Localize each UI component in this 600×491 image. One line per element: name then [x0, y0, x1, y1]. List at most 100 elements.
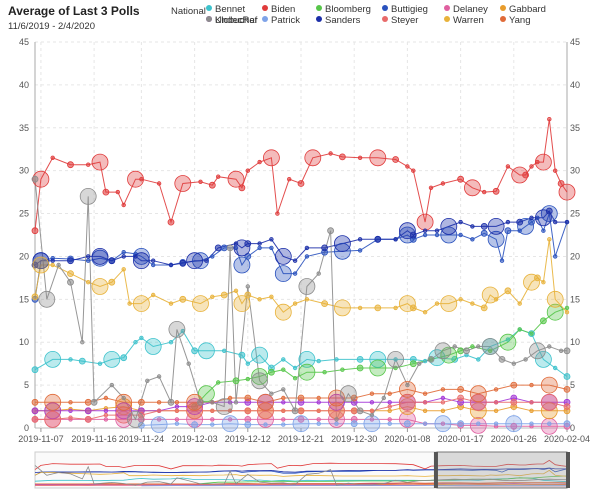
data-point-buttigieg[interactable]: [121, 249, 126, 255]
data-point-warren[interactable]: [210, 294, 215, 299]
data-point-warren[interactable]: [233, 288, 239, 293]
data-point-biden[interactable]: [328, 151, 333, 156]
data-point-bloomberg[interactable]: [470, 344, 475, 349]
data-point-buttigieg[interactable]: [357, 248, 363, 253]
range-navigator[interactable]: [34, 451, 570, 489]
data-point-warren[interactable]: [108, 278, 116, 286]
data-point-biden[interactable]: [198, 179, 203, 184]
data-point-yang[interactable]: [457, 385, 465, 393]
data-point-buttigieg[interactable]: [210, 254, 215, 259]
data-point-yang[interactable]: [529, 382, 534, 388]
data-point-sanders[interactable]: [321, 244, 329, 252]
data-point-bennet[interactable]: [245, 361, 250, 366]
data-point-sanders[interactable]: [487, 217, 505, 235]
data-point-biden[interactable]: [167, 218, 175, 226]
data-point-bennet[interactable]: [139, 335, 144, 341]
data-point-sanders[interactable]: [274, 247, 292, 265]
data-point-biden[interactable]: [392, 156, 400, 163]
data-point-undecref[interactable]: [523, 357, 528, 362]
legend-item-steyer[interactable]: Steyer: [382, 15, 418, 26]
data-point-warren[interactable]: [517, 301, 522, 306]
data-point-steyer[interactable]: [186, 402, 204, 420]
data-point-biden[interactable]: [208, 181, 216, 189]
data-point-biden[interactable]: [174, 175, 192, 192]
data-point-warren[interactable]: [493, 297, 499, 302]
data-point-patrick[interactable]: [281, 422, 286, 427]
data-point-steyer[interactable]: [257, 402, 274, 420]
data-point-sanders[interactable]: [233, 241, 239, 246]
data-point-biden[interactable]: [245, 168, 250, 173]
data-point-biden[interactable]: [522, 171, 529, 179]
data-point-buttigieg[interactable]: [517, 228, 522, 233]
data-point-bloomberg[interactable]: [369, 359, 387, 377]
data-point-buttigieg[interactable]: [440, 226, 458, 244]
data-point-bloomberg[interactable]: [409, 360, 417, 368]
data-point-sanders[interactable]: [393, 237, 398, 242]
data-point-biden[interactable]: [215, 174, 221, 179]
data-point-undecref[interactable]: [369, 412, 375, 418]
data-point-sanders[interactable]: [91, 247, 109, 265]
data-point-warren[interactable]: [434, 301, 440, 306]
data-point-sanders[interactable]: [108, 257, 116, 265]
data-point-warren[interactable]: [220, 291, 228, 299]
data-point-sanders[interactable]: [440, 217, 458, 235]
data-point-buttigieg[interactable]: [504, 227, 512, 235]
data-point-patrick[interactable]: [476, 421, 481, 426]
data-point-yang[interactable]: [84, 398, 92, 406]
data-point-delaney[interactable]: [398, 410, 416, 428]
data-point-klobuchar[interactable]: [328, 393, 345, 411]
data-point-patrick[interactable]: [403, 420, 411, 428]
data-point-yang[interactable]: [227, 395, 233, 401]
data-point-biden[interactable]: [139, 176, 144, 182]
data-point-bloomberg[interactable]: [564, 305, 570, 311]
data-point-undecref[interactable]: [511, 361, 516, 366]
legend-item-bloomberg[interactable]: Bloomberg: [316, 4, 371, 15]
data-point-undecref[interactable]: [167, 398, 175, 406]
data-point-undecref[interactable]: [381, 395, 386, 401]
data-point-yang[interactable]: [297, 394, 305, 402]
data-point-steyer[interactable]: [316, 408, 321, 413]
data-point-bloomberg[interactable]: [488, 348, 493, 353]
data-point-bennet[interactable]: [298, 350, 316, 368]
data-point-steyer[interactable]: [281, 408, 286, 413]
data-point-buttigieg[interactable]: [470, 237, 475, 242]
legend-item-undecref[interactable]: UndecRef: [206, 15, 257, 26]
data-point-yang[interactable]: [369, 391, 375, 396]
data-point-steyer[interactable]: [493, 400, 499, 405]
data-point-delaney[interactable]: [281, 417, 286, 422]
data-point-delaney[interactable]: [316, 417, 321, 422]
data-point-sanders[interactable]: [434, 228, 440, 233]
data-point-patrick[interactable]: [150, 416, 168, 434]
data-point-delaney[interactable]: [103, 417, 109, 422]
data-point-buttigieg[interactable]: [292, 271, 298, 276]
data-point-sanders[interactable]: [204, 258, 209, 263]
data-point-warren[interactable]: [541, 280, 546, 285]
data-point-delaney[interactable]: [210, 417, 215, 422]
data-point-steyer[interactable]: [387, 404, 392, 409]
data-point-gabbard[interactable]: [469, 402, 487, 420]
data-point-bennet[interactable]: [553, 365, 558, 371]
data-point-klobuchar[interactable]: [387, 400, 392, 405]
data-point-bloomberg[interactable]: [440, 346, 458, 364]
data-point-bennet[interactable]: [197, 342, 215, 360]
data-point-steyer[interactable]: [457, 394, 465, 402]
data-point-yang[interactable]: [137, 398, 145, 406]
data-point-delaney[interactable]: [510, 422, 518, 430]
data-point-sanders[interactable]: [257, 241, 262, 246]
data-point-klobuchar[interactable]: [281, 400, 286, 405]
data-point-warren[interactable]: [50, 262, 55, 268]
data-point-sanders[interactable]: [179, 259, 187, 267]
data-point-warren[interactable]: [127, 301, 132, 306]
data-point-bennet[interactable]: [369, 350, 387, 368]
data-point-bloomberg[interactable]: [298, 363, 316, 381]
data-point-delaney[interactable]: [115, 410, 133, 428]
data-point-gabbard[interactable]: [387, 408, 392, 413]
data-point-yang[interactable]: [68, 400, 73, 405]
legend-item-biden[interactable]: Biden: [262, 4, 295, 15]
data-point-klobuchar[interactable]: [316, 400, 321, 405]
data-point-warren[interactable]: [321, 300, 329, 308]
data-point-bennet[interactable]: [221, 348, 227, 353]
data-point-bennet[interactable]: [191, 347, 199, 355]
data-point-undecref[interactable]: [79, 187, 97, 205]
data-point-undecref[interactable]: [498, 355, 506, 363]
